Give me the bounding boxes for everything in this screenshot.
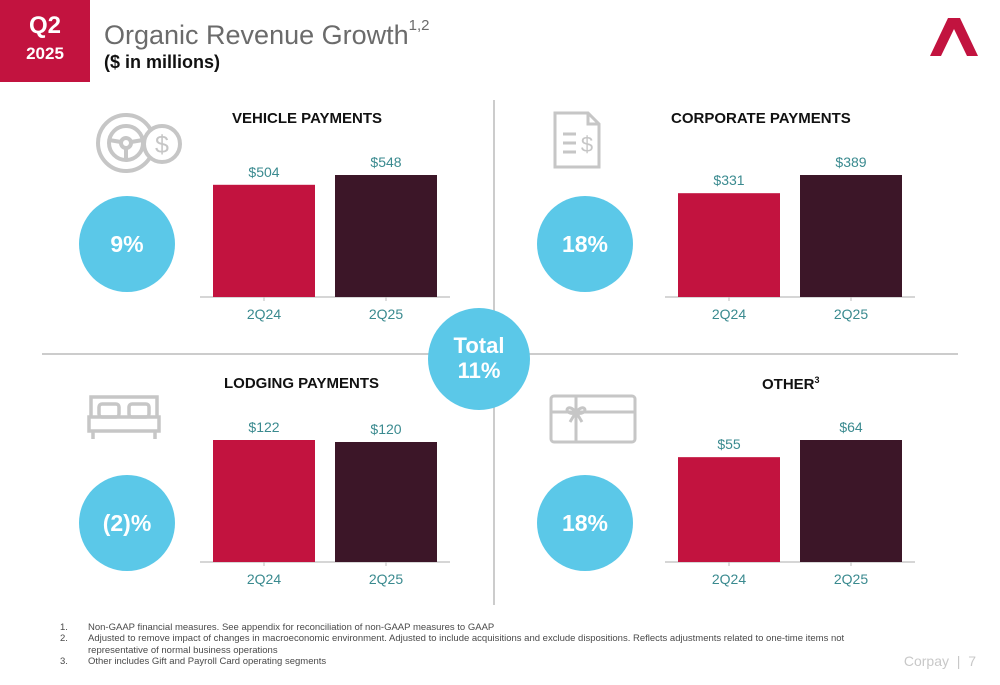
footnote-number: 3. [60, 656, 68, 668]
page-title-footnote-ref: 1,2 [408, 17, 430, 34]
bar-2q25 [800, 175, 902, 297]
bar-2q24 [213, 440, 315, 562]
footnotes: 1. Non-GAAP financial measures. See appen… [60, 622, 880, 668]
bar-value-label: $389 [835, 154, 866, 170]
other-panel: OTHER3 18% $55 2Q24 $64 2Q25 [520, 375, 980, 625]
bar-value-label: $120 [370, 421, 401, 437]
growth-bubble: (2)% [79, 475, 175, 571]
lodging-payments-panel: LODGING PAYMENTS (2)% $122 2Q24 $120 2Q25 [60, 375, 520, 625]
growth-bubble: 18% [537, 475, 633, 571]
growth-bubble: 18% [537, 196, 633, 292]
page-subtitle: ($ in millions) [104, 52, 221, 72]
panel-title-text: OTHER [762, 376, 815, 393]
page-number: 7 [968, 653, 976, 669]
category-label: 2Q25 [369, 571, 403, 587]
total-label: Total [453, 333, 505, 359]
panel-title-footnote-ref: 3 [814, 375, 820, 385]
category-label: 2Q24 [712, 571, 746, 587]
footnote-item: 3. Other includes Gift and Payroll Card o… [60, 656, 880, 667]
svg-text:$: $ [581, 132, 593, 157]
bar-2q24 [678, 457, 780, 562]
bar-2q25 [335, 175, 437, 297]
quarter-label: Q2 [28, 12, 61, 39]
category-label: 2Q24 [247, 306, 281, 322]
quarter-badge: Q2 2025 [0, 0, 90, 82]
footnote-text: Non-GAAP financial measures. See appendi… [88, 622, 495, 633]
footnote-item: 1. Non-GAAP financial measures. See appen… [60, 622, 880, 633]
bar-2q24 [678, 193, 780, 297]
total-growth-bubble: Total 11% [428, 308, 530, 410]
bed-icon [87, 395, 161, 439]
gift-card-icon [549, 394, 637, 444]
bar-2q25 [335, 442, 437, 562]
bar-value-label: $548 [370, 154, 401, 170]
total-value: 11% [457, 358, 501, 383]
category-label: 2Q24 [247, 571, 281, 587]
bar-value-label: $55 [717, 436, 741, 452]
page-title: Organic Revenue Growth1,2 [104, 17, 430, 51]
year-label: 2025 [26, 44, 64, 63]
corporate-payments-panel: CORPORATE PAYMENTS $ 18% $331 2Q24 $389 2Q2… [520, 110, 980, 360]
page-title-text: Organic Revenue Growth [104, 20, 409, 50]
footnote-number: 1. [60, 622, 68, 633]
bar-2q24 [213, 184, 315, 297]
category-label: 2Q24 [712, 306, 746, 322]
footer-brand: Corpay [903, 653, 949, 669]
footnote-number: 2. [60, 633, 68, 645]
category-label: 2Q25 [369, 306, 403, 322]
vehicle-payments-chart: $504 2Q24 $548 2Q25 [200, 154, 450, 322]
footer-separator: | [956, 653, 961, 669]
growth-bubble: 9% [79, 196, 175, 292]
bar-value-label: $331 [713, 172, 744, 188]
bar-value-label: $122 [248, 419, 279, 435]
footnote-text: Adjusted to remove impact of changes in … [88, 633, 845, 656]
panel-title: LODGING PAYMENTS [224, 375, 380, 392]
steering-wheel-dollar-icon: $ [96, 113, 182, 173]
category-label: 2Q25 [834, 571, 868, 587]
footnote-item: 2. Adjusted to remove impact of changes i… [60, 633, 880, 656]
footnote-text: Other includes Gift and Payroll Card ope… [88, 656, 327, 668]
vehicle-payments-panel: VEHICLE PAYMENTS $ 9% $504 2Q24 $548 2Q25 [60, 110, 520, 360]
bar-value-label: $504 [248, 164, 279, 180]
invoice-dollar-icon: $ [553, 111, 601, 169]
lodging-payments-chart: $122 2Q24 $120 2Q25 [200, 419, 450, 587]
page-footer: Corpay | 7 [904, 653, 976, 669]
panel-title: OTHER3 [762, 375, 820, 393]
other-chart: $55 2Q24 $64 2Q25 [665, 419, 915, 587]
panel-title: VEHICLE PAYMENTS [232, 110, 383, 127]
bar-2q25 [800, 440, 902, 562]
panel-title: CORPORATE PAYMENTS [671, 110, 851, 127]
svg-text:$: $ [155, 131, 169, 159]
corpay-logo-icon [930, 18, 978, 56]
bar-value-label: $64 [839, 419, 863, 435]
category-label: 2Q25 [834, 306, 868, 322]
corporate-payments-chart: $331 2Q24 $389 2Q25 [665, 154, 915, 322]
